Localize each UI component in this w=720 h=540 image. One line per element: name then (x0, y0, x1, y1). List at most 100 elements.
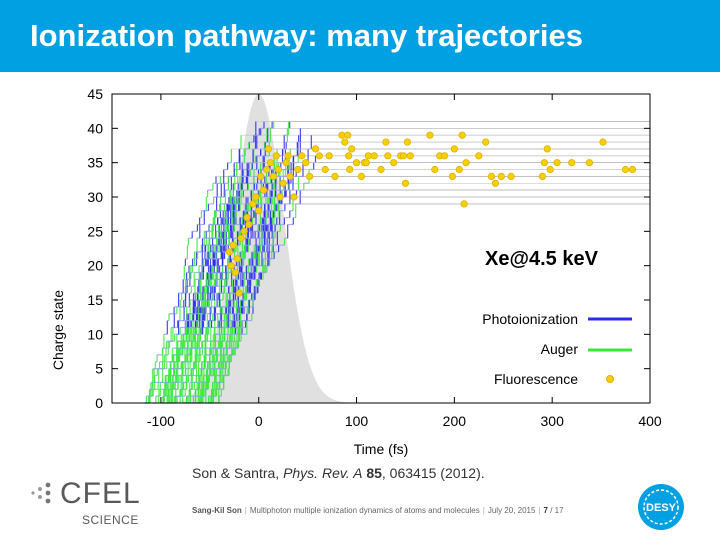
chart-annotation: Xe@4.5 keV (485, 248, 599, 270)
x-tick-label: -100 (147, 413, 175, 429)
fluorescence-point (475, 152, 483, 160)
y-tick-label: 20 (87, 258, 103, 274)
citation-authors: Son & Santra, (192, 465, 284, 481)
fluorescence-point (237, 234, 245, 242)
fluorescence-point (507, 172, 515, 181)
x-tick-label: 100 (345, 413, 369, 429)
fluorescence-point (290, 193, 298, 201)
fluorescence-point (357, 172, 365, 181)
fluorescence-point (346, 165, 354, 174)
citation-journal: Phys. Rev. A (283, 465, 363, 481)
fluorescence-point (344, 131, 352, 139)
fluorescence-point (426, 131, 434, 139)
axis-layer: -100 0 100 200 300 400 0 5 10 15 20 25 30 35 40 45 (87, 86, 661, 429)
x-tick-label: 300 (541, 413, 565, 429)
fluorescence-point (540, 159, 549, 167)
fluorescence-point (491, 179, 499, 187)
footer-total: / 17 (550, 506, 564, 515)
fluorescence-point (257, 172, 265, 181)
fluorescence-point (553, 159, 561, 167)
fluorescence-point (331, 172, 339, 181)
fluorescence-point (235, 289, 243, 297)
science-wordmark: SCIENCE (82, 513, 139, 527)
fluorescence-point (255, 207, 263, 215)
fluorescence-point (568, 159, 576, 167)
fluorescence-point (225, 248, 233, 256)
fluorescence-point (628, 165, 637, 174)
x-tick-label: 400 (638, 413, 662, 429)
fluorescence-point (279, 179, 287, 187)
fluorescence-layer (225, 131, 637, 297)
footer: Sang-Kil Son | Multiphoton multiple ioniza… (192, 506, 564, 515)
y-tick-label: 10 (87, 326, 103, 342)
fluorescence-point (284, 152, 292, 160)
fluorescence-point (352, 159, 361, 167)
citation-volume: 85 (366, 465, 382, 481)
x-tick-label: 200 (443, 413, 467, 429)
fluorescence-point (298, 152, 306, 160)
fluorescence-point (458, 131, 466, 139)
footer-date: July 20, 2015 (487, 506, 536, 515)
fluorescence-point (233, 255, 241, 263)
fluorescence-point (269, 172, 277, 181)
fluorescence-point (364, 152, 372, 160)
fluorescence-point (249, 200, 257, 208)
fluorescence-point (321, 165, 329, 174)
fluorescence-point (345, 152, 353, 160)
fluorescence-point (305, 172, 314, 181)
fluorescence-point (370, 152, 378, 160)
fluorescence-point (243, 214, 251, 222)
fluorescence-point (240, 227, 248, 235)
fluorescence-point (302, 159, 310, 167)
fluorescence-point (401, 179, 410, 187)
chart-svg: -100 0 100 200 300 400 0 5 10 15 20 25 30 35 40 45 Xe@4… (50, 86, 662, 457)
legend-label-fluorescence: Fluorescence (494, 371, 578, 387)
fluorescence-point (448, 172, 456, 181)
fluorescence-point (390, 159, 398, 167)
fluorescence-point (259, 186, 268, 194)
plot-frame (111, 93, 651, 404)
fluorescence-point (229, 241, 237, 249)
x-tick-label: 0 (255, 413, 263, 429)
fluorescence-point (382, 138, 390, 146)
cfel-wordmark: CFEL (60, 477, 141, 510)
fluorescence-point (315, 152, 323, 160)
fluorescence-point (538, 172, 547, 181)
cfel-logo (31, 482, 51, 504)
chart: -100 0 100 200 300 400 0 5 10 15 20 25 30 35 40 45 Xe@4… (0, 72, 720, 472)
fluorescence-point (348, 145, 356, 153)
y-tick-label: 30 (87, 189, 103, 205)
y-tick-label: 25 (87, 223, 103, 239)
fluorescence-point (282, 159, 290, 167)
fluorescence-point (487, 172, 496, 181)
fluorescence-point (497, 172, 505, 181)
fluorescence-point (440, 152, 449, 160)
footer-page: 7 (543, 506, 548, 515)
fluorescence-point (431, 165, 439, 174)
fluorescence-point (231, 268, 239, 277)
legend: Photoionization Auger Fluorescence (482, 311, 632, 387)
legend-swatch-fluorescence (606, 375, 614, 383)
y-tick-label: 15 (87, 292, 103, 308)
citation-rest: , 063415 (2012). (381, 465, 485, 481)
fluorescence-point (543, 145, 551, 153)
fluorescence-point (585, 159, 594, 167)
cfel-dot (31, 491, 35, 495)
fluorescence-point (462, 159, 470, 167)
cfel-dot (45, 490, 51, 496)
fluorescence-point (362, 159, 370, 167)
y-tick-label: 0 (95, 395, 103, 411)
fluorescence-point (264, 145, 273, 153)
fluorescence-point (266, 159, 275, 167)
fluorescence-point (272, 152, 280, 160)
fluorescence-point (274, 165, 282, 174)
y-tick-label: 45 (87, 86, 103, 102)
x-axis-label: Time (fs) (354, 441, 409, 457)
legend-label-photoionization: Photoionization (482, 311, 578, 327)
cfel-dot (38, 495, 42, 499)
legend-label-auger: Auger (541, 341, 579, 357)
fluorescence-point (325, 152, 333, 160)
fluorescence-point (377, 165, 385, 174)
fluorescence-point (341, 138, 349, 146)
slide-title: Ionization pathway: many trajectories (30, 18, 583, 53)
